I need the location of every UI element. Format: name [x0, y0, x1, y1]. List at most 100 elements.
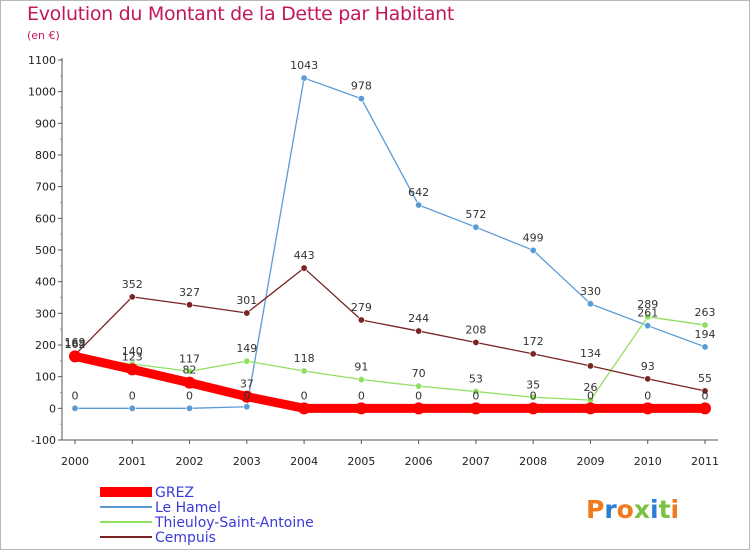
y-tick-label: -100: [31, 434, 56, 447]
data-label-thieuloy-saint-antoine: 162: [65, 338, 86, 351]
data-point-le-hamel: [586, 300, 594, 308]
series-line-le-hamel: [74, 77, 706, 409]
series-line-thieuloy-saint-antoine: [74, 316, 706, 401]
x-tick-label: 2008: [519, 455, 547, 468]
data-label-cempuis: 172: [523, 335, 544, 348]
x-tick-label: 2000: [61, 455, 89, 468]
data-point-le-hamel: [71, 404, 79, 412]
data-label-le-hamel: 1043: [290, 59, 318, 72]
data-label-cempuis: 279: [351, 301, 372, 314]
legend-label-thieuloy-saint-antoine: Thieuloy-Saint-Antoine: [154, 515, 314, 531]
logo-letter: P: [586, 495, 604, 524]
x-tick-label: 2002: [176, 455, 204, 468]
y-tick-label: 800: [35, 149, 56, 162]
data-point-cempuis: [300, 264, 308, 272]
data-point-grez: [298, 402, 311, 415]
data-label-grez: 37: [240, 378, 254, 391]
chart-title: Evolution du Montant de la Dette par Hab…: [27, 3, 455, 25]
data-label-le-hamel: 499: [523, 231, 544, 244]
y-tick-label: 900: [35, 117, 56, 130]
data-label-thieuloy-saint-antoine: 35: [526, 378, 540, 391]
data-label-le-hamel: 194: [695, 328, 716, 341]
data-point-grez: [126, 363, 139, 376]
x-tick-label: 2006: [405, 455, 433, 468]
y-tick-label: 300: [35, 307, 56, 320]
legend-label-grez: GREZ: [155, 485, 194, 501]
data-point-grez: [469, 402, 482, 415]
data-label-le-hamel: 642: [408, 186, 429, 199]
data-point-grez: [412, 402, 425, 415]
logo-letter: i: [650, 495, 659, 524]
y-tick-label: 500: [35, 244, 56, 257]
data-point-thieuloy-saint-antoine: [472, 388, 480, 396]
data-point-grez: [240, 390, 253, 403]
data-label-zero: 0: [243, 389, 250, 402]
data-point-thieuloy-saint-antoine: [644, 313, 652, 321]
data-point-grez: [69, 350, 81, 363]
data-label-le-hamel: 978: [351, 80, 372, 93]
data-point-cempuis: [644, 375, 652, 383]
data-label-zero: 0: [301, 389, 308, 402]
data-label-cempuis: 244: [408, 312, 429, 325]
unit-label: (en €): [27, 29, 60, 42]
data-point-cempuis: [701, 387, 709, 395]
data-label-le-hamel: 261: [637, 307, 658, 320]
data-label-le-hamel: 0: [72, 389, 79, 402]
axes: -100010020030040050060070080090010001100…: [28, 54, 719, 468]
data-label-thieuloy-saint-antoine: 53: [469, 373, 483, 386]
data-point-le-hamel: [186, 404, 194, 412]
data-point-thieuloy-saint-antoine: [529, 393, 537, 401]
data-point-le-hamel: [472, 223, 480, 231]
data-point-thieuloy-saint-antoine: [243, 357, 251, 365]
data-point-grez: [641, 402, 654, 415]
proxiti-logo: Proxiti: [586, 495, 679, 524]
data-label-zero: 0: [358, 389, 365, 402]
data-label-zero: 0: [644, 389, 651, 402]
data-point-le-hamel: [644, 322, 652, 330]
y-tick-label: 700: [35, 181, 56, 194]
data-label-zero: 0: [587, 389, 594, 402]
data-point-le-hamel: [128, 404, 136, 412]
data-label-cempuis: 93: [641, 360, 655, 373]
x-tick-label: 2007: [462, 455, 490, 468]
logo-text: Proxiti: [586, 495, 679, 524]
data-label-grez: 123: [122, 350, 143, 363]
x-tick-label: 2010: [634, 455, 662, 468]
data-label-cempuis: 352: [122, 278, 143, 291]
data-point-cempuis: [529, 350, 537, 358]
logo-letter: o: [617, 495, 634, 524]
data-point-cempuis: [357, 316, 365, 324]
data-label-thieuloy-saint-antoine: 263: [695, 306, 716, 319]
data-label-cempuis: 208: [465, 323, 486, 336]
x-tick-label: 2005: [347, 455, 375, 468]
logo-letter: x: [634, 495, 650, 524]
data-label-le-hamel: 0: [129, 389, 136, 402]
y-tick-label: 600: [35, 212, 56, 225]
x-tick-label: 2001: [118, 455, 146, 468]
data-point-le-hamel: [529, 246, 537, 254]
data-point-grez: [527, 402, 540, 415]
y-tick-label: 100: [35, 371, 56, 384]
data-label-thieuloy-saint-antoine: 26: [583, 381, 597, 394]
data-point-thieuloy-saint-antoine: [300, 367, 308, 375]
data-label-thieuloy-saint-antoine: 118: [294, 352, 315, 365]
data-label-cempuis: 55: [698, 372, 712, 385]
legend-label-cempuis: Cempuis: [155, 530, 216, 546]
data-point-le-hamel: [701, 343, 709, 351]
logo-letter: i: [671, 495, 680, 524]
data-label-grez: 164: [65, 337, 86, 350]
data-point-thieuloy-saint-antoine: [701, 321, 709, 329]
data-label-zero: 0: [472, 389, 479, 402]
x-tick-label: 2011: [691, 455, 719, 468]
data-point-grez: [355, 402, 368, 415]
data-point-cempuis: [128, 293, 136, 301]
data-point-cempuis: [472, 338, 480, 346]
data-label-zero: 0: [530, 389, 537, 402]
data-point-cempuis: [186, 301, 194, 309]
data-point-le-hamel: [243, 403, 251, 411]
data-point-grez: [699, 402, 711, 415]
